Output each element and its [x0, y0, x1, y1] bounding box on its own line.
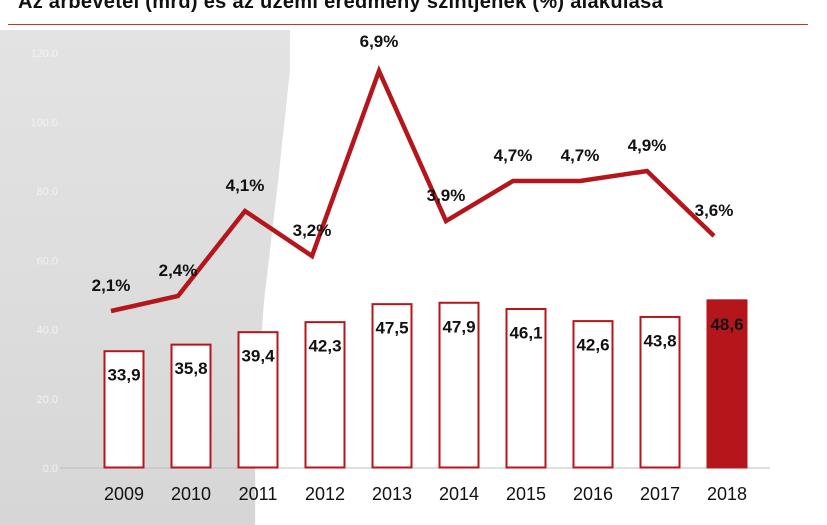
- line-label-2015: 4,7%: [494, 146, 533, 165]
- y-tick-label: 0.0: [43, 463, 58, 475]
- percent-line: [110, 64, 716, 314]
- bar-2015: [505, 307, 547, 469]
- bar-2016: [572, 320, 614, 469]
- bar-2010: [170, 343, 212, 469]
- y-tick-label: 100.0: [30, 117, 58, 129]
- bar-label-2014: 47,9: [442, 317, 475, 336]
- bar-2013: [371, 303, 413, 469]
- line-label-2013: 6,9%: [360, 32, 399, 51]
- x-tick-2010: 2010: [171, 484, 211, 504]
- bar-2011: [237, 331, 279, 469]
- bar-label-2009: 33,9: [107, 366, 140, 385]
- x-tick-2011: 2011: [239, 484, 278, 504]
- bar-2014: [438, 301, 480, 469]
- bar-label-2011: 39,4: [241, 347, 275, 366]
- line-label-2014: 3,9%: [427, 186, 466, 205]
- y-tick-label: 40.0: [37, 325, 58, 337]
- y-tick-label: 80.0: [37, 186, 58, 198]
- bar-label-2016: 42,6: [576, 336, 609, 355]
- line-label-2011: 4,1%: [226, 176, 265, 195]
- bar-2018: [706, 299, 748, 469]
- bar-2017: [639, 315, 681, 469]
- chart-title: Az árbevétel (mrd) és az üzemi eredmény …: [18, 0, 663, 13]
- bar-labels: 33,9 35,8 39,4 42,3 47,5 47,9 46,1 42,6 43,8 48,6: [107, 315, 743, 385]
- bar-label-2013: 47,5: [375, 319, 408, 338]
- line-label-2009: 2,1%: [92, 276, 131, 295]
- y-tick-label: 20.0: [37, 394, 58, 406]
- x-tick-2017: 2017: [640, 484, 680, 504]
- x-tick-2018: 2018: [707, 484, 747, 504]
- x-tick-2009: 2009: [104, 484, 144, 504]
- title-divider: [8, 24, 808, 25]
- bar-2009: [103, 350, 145, 469]
- y-tick-label: 120.0: [30, 48, 58, 60]
- bar-label-2018: 48,6: [710, 315, 743, 334]
- x-tick-2014: 2014: [439, 484, 479, 504]
- x-tick-2016: 2016: [573, 484, 613, 504]
- bar-series: [103, 299, 748, 469]
- x-tick-2015: 2015: [506, 484, 546, 504]
- bar-2012: [304, 321, 346, 469]
- bar-label-2015: 46,1: [509, 323, 542, 342]
- line-label-2017: 4,9%: [628, 136, 667, 155]
- line-label-2012: 3,2%: [293, 221, 332, 240]
- y-tick-label: 60.0: [37, 255, 58, 267]
- line-series: [110, 64, 716, 314]
- x-axis: 2009 2010 2011 2012 2013 2014 2015 2016 2017 2018: [104, 484, 747, 504]
- x-tick-2013: 2013: [372, 484, 412, 504]
- x-tick-2012: 2012: [305, 484, 345, 504]
- bar-label-2012: 42,3: [308, 337, 341, 356]
- line-labels: 2,1% 2,4% 4,1% 3,2% 6,9% 3,9% 4,7% 4,7% 4,9% 3,6%: [92, 32, 734, 295]
- line-label-2018: 3,6%: [695, 201, 734, 220]
- bar-label-2017: 43,8: [643, 331, 676, 350]
- bar-label-2010: 35,8: [174, 359, 207, 378]
- line-label-2010: 2,4%: [159, 261, 198, 280]
- line-label-2016: 4,7%: [561, 146, 600, 165]
